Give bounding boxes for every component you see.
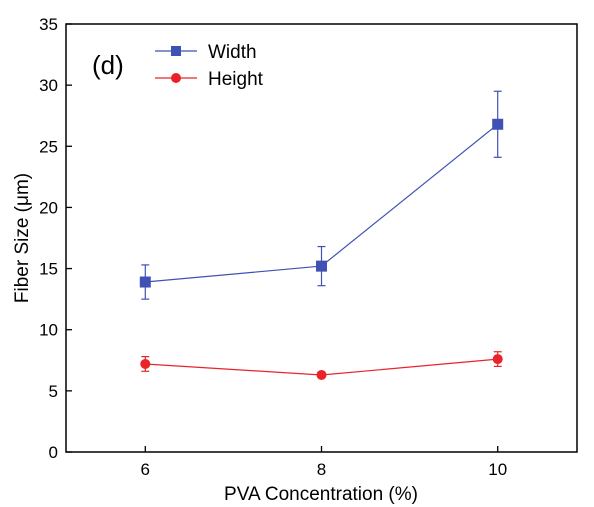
y-tick-label: 5 xyxy=(49,382,58,401)
legend-item-height: Height xyxy=(155,69,264,90)
legend: Width Height xyxy=(155,42,264,90)
data-point-height xyxy=(316,369,327,380)
y-tick-label: 30 xyxy=(39,76,58,95)
y-tick-label: 25 xyxy=(39,137,58,156)
panel-label: (d) xyxy=(92,50,124,80)
axis-ticks xyxy=(66,23,499,453)
y-tick-label: 35 xyxy=(39,15,58,34)
legend-label-width: Width xyxy=(208,42,257,63)
plot-area-border xyxy=(65,23,578,453)
series-width xyxy=(139,90,504,300)
x-tick-label: 10 xyxy=(488,460,507,479)
legend-marker-height xyxy=(171,73,181,83)
y-tick-label: 10 xyxy=(39,321,58,340)
axis-tick-labels: 0 5 10 15 20 25 30 35 6 8 10 xyxy=(39,15,507,479)
legend-item-width: Width xyxy=(155,42,257,63)
series-height xyxy=(140,351,503,380)
y-tick-label: 0 xyxy=(49,443,58,462)
x-tick-label: 6 xyxy=(141,460,150,479)
data-point-width xyxy=(139,276,151,288)
data-point-height xyxy=(492,354,503,365)
y-tick-label: 15 xyxy=(39,260,58,279)
y-tick-label: 20 xyxy=(39,198,58,217)
plot-frame xyxy=(65,23,578,453)
series-layer xyxy=(139,90,504,380)
legend-marker-width xyxy=(171,46,181,56)
data-point-width xyxy=(316,260,327,272)
data-point-width xyxy=(492,118,504,130)
legend-label-height: Height xyxy=(208,69,264,90)
x-tick-label: 8 xyxy=(317,460,326,479)
data-point-height xyxy=(140,358,151,369)
y-axis-title: Fiber Size (μm) xyxy=(12,173,33,303)
x-axis-title: PVA Concentration (%) xyxy=(224,484,418,505)
